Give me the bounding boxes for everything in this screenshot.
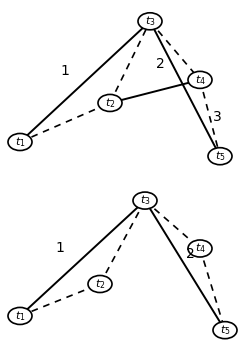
Text: $t_{3}$: $t_{3}$: [140, 194, 150, 207]
Circle shape: [208, 148, 232, 165]
Text: 1: 1: [56, 241, 64, 256]
Circle shape: [8, 133, 32, 151]
Circle shape: [138, 13, 162, 30]
Text: 1: 1: [60, 64, 70, 78]
Text: $t_{1}$: $t_{1}$: [15, 135, 25, 149]
Text: $t_{5}$: $t_{5}$: [215, 149, 225, 163]
Circle shape: [88, 275, 112, 293]
Circle shape: [188, 240, 212, 257]
Text: $t_{3}$: $t_{3}$: [145, 15, 155, 28]
Text: $t_{1}$: $t_{1}$: [15, 309, 25, 323]
Circle shape: [133, 192, 157, 209]
Text: 2: 2: [156, 57, 164, 71]
Text: $t_{4}$: $t_{4}$: [194, 242, 205, 255]
Circle shape: [188, 71, 212, 88]
Text: $t_{2}$: $t_{2}$: [95, 277, 105, 291]
Text: $t_{4}$: $t_{4}$: [194, 73, 205, 87]
Text: 3: 3: [213, 110, 222, 124]
Text: $t_{2}$: $t_{2}$: [105, 96, 115, 110]
Text: $t_{5}$: $t_{5}$: [220, 323, 230, 337]
Circle shape: [98, 94, 122, 111]
Circle shape: [8, 307, 32, 324]
Text: 2: 2: [186, 247, 194, 261]
Circle shape: [213, 322, 237, 339]
